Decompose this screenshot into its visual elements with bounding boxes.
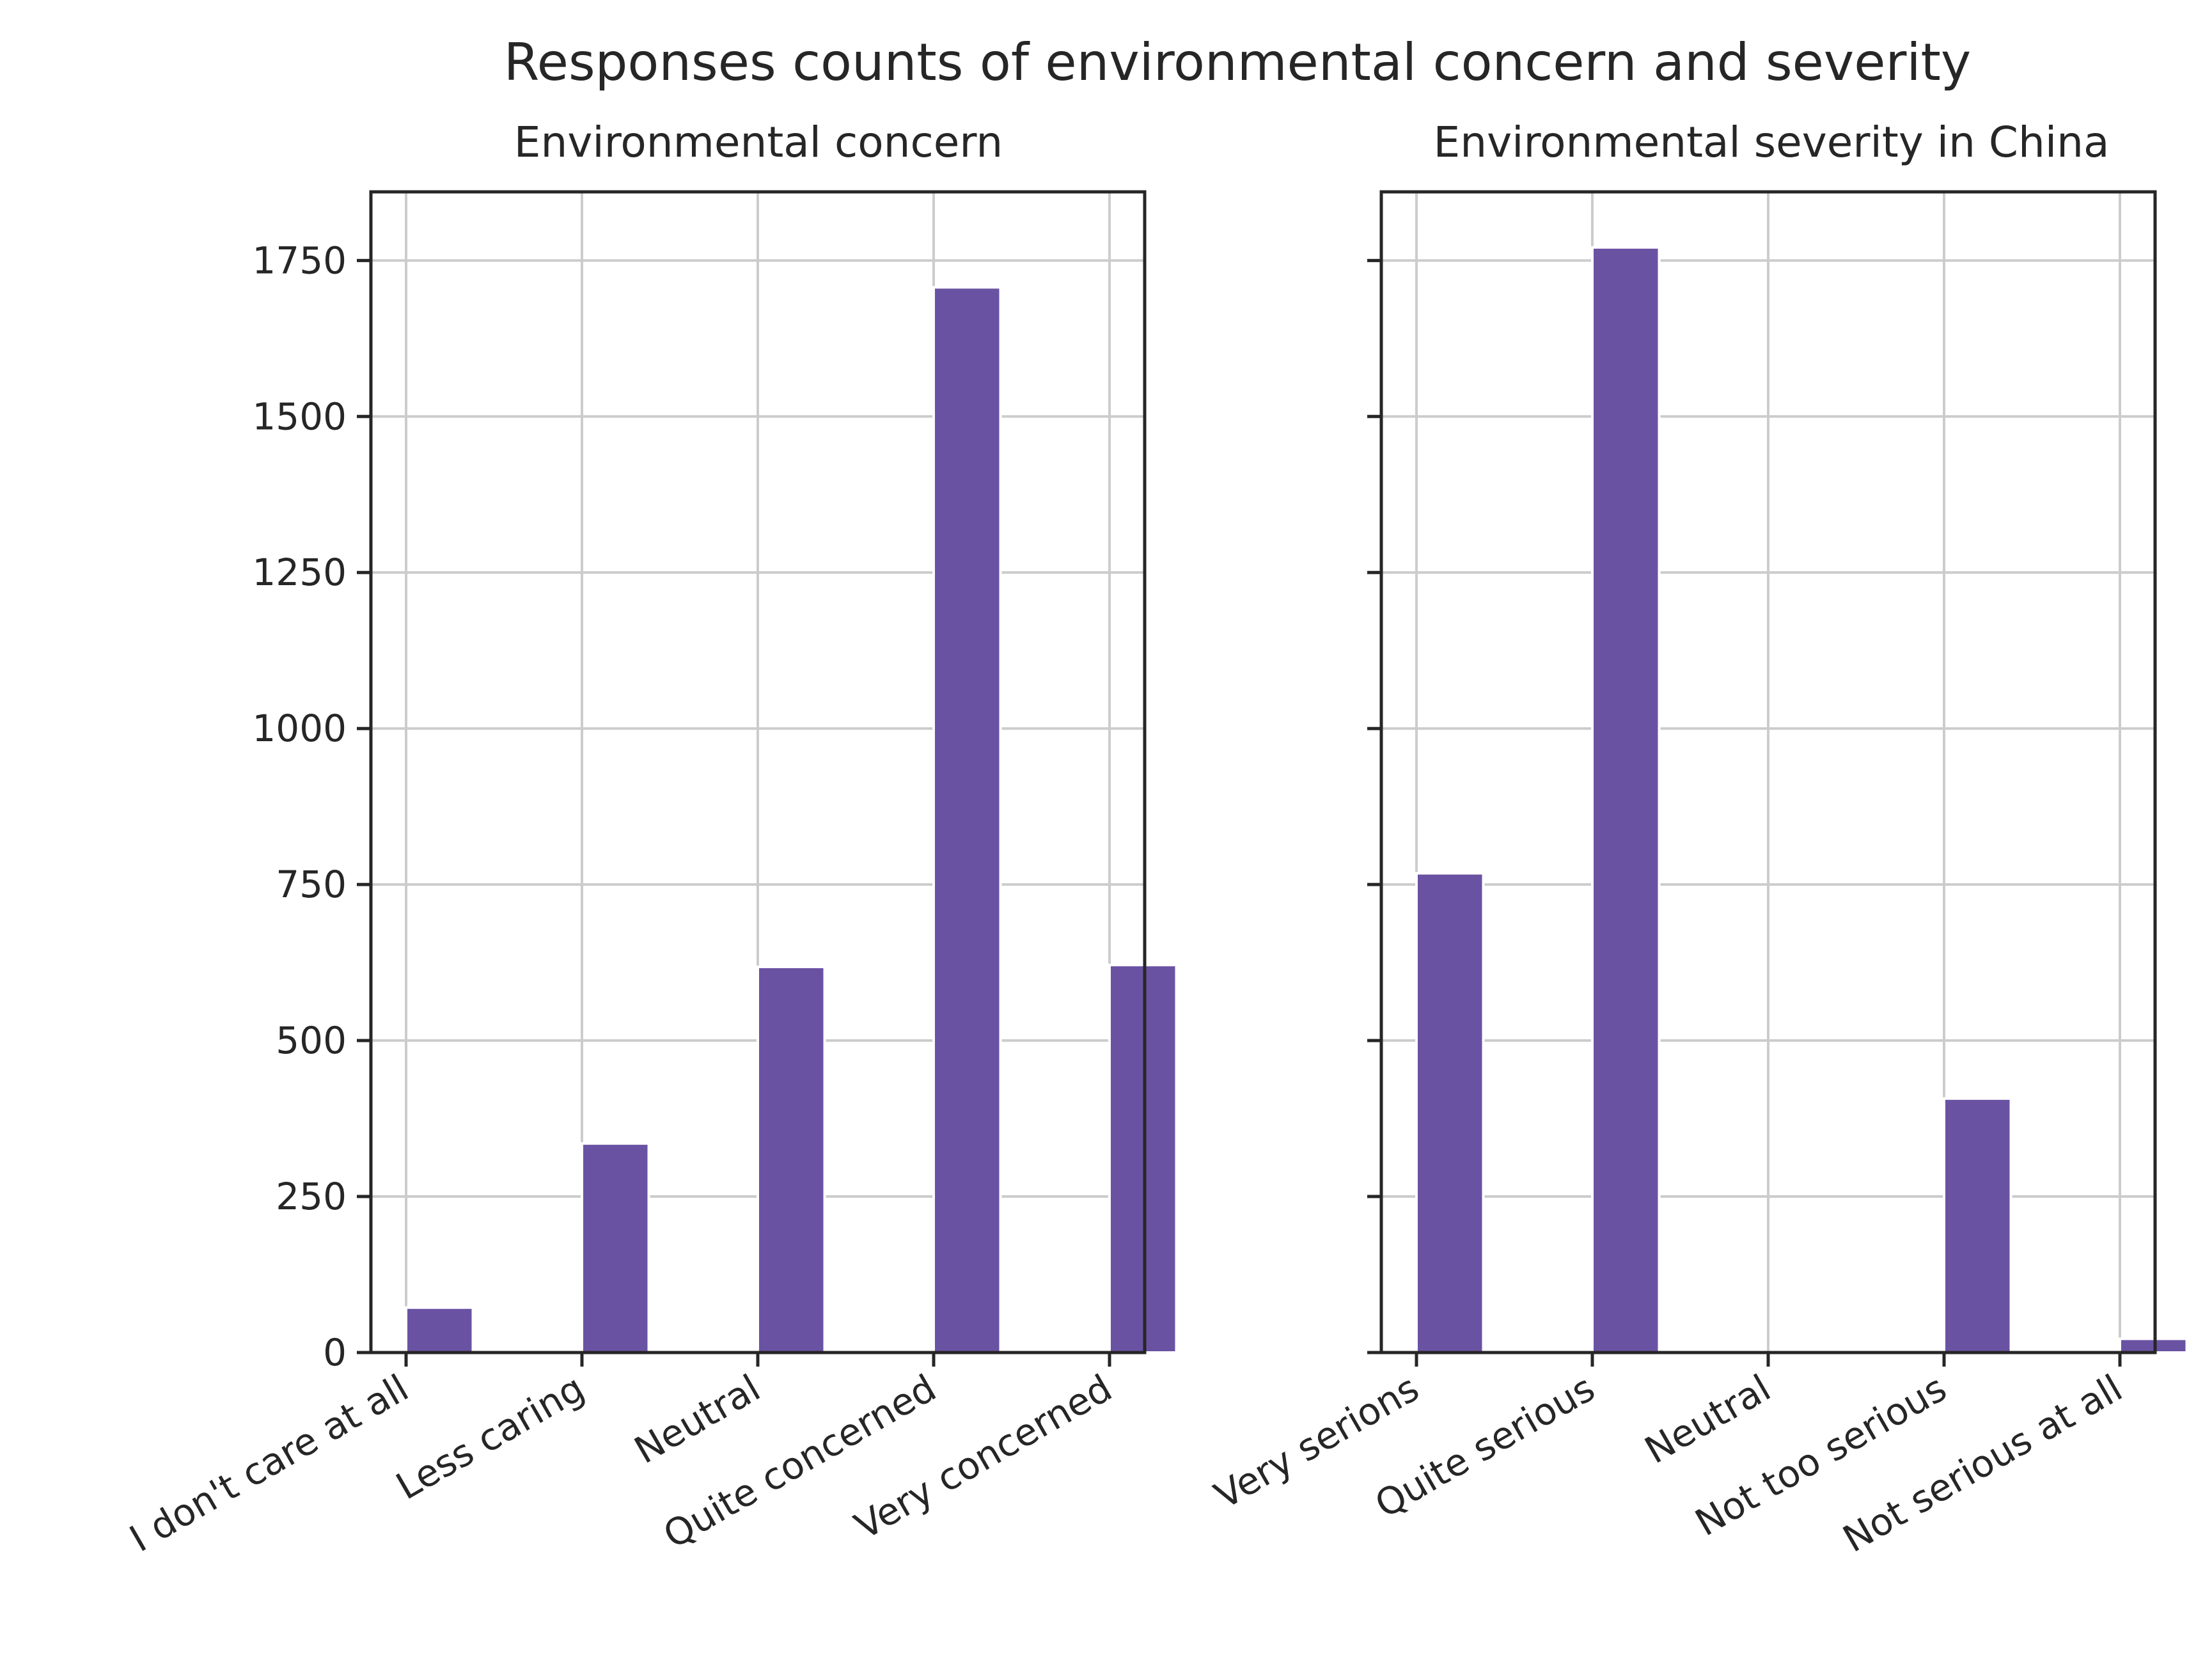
bar-not-serious-at-all xyxy=(1943,1097,2012,1354)
y-tick-label: 1750 xyxy=(252,239,347,282)
bar-very-concerned xyxy=(1108,964,1178,1354)
y-tick-label: 750 xyxy=(276,863,347,906)
bar-very-serions xyxy=(1415,872,1485,1354)
y-tick-label: 0 xyxy=(323,1331,347,1374)
bar-quite-serious xyxy=(1591,246,1661,1354)
panel-title-environmental-severity: Environmental severity in China xyxy=(1434,118,2110,167)
y-tick-label: 1500 xyxy=(252,395,347,438)
y-tick-label: 1000 xyxy=(252,707,347,750)
y-tick-label: 250 xyxy=(276,1175,347,1218)
y-tick-label: 500 xyxy=(276,1019,347,1062)
bar-i-don-t-care-at-all xyxy=(405,1306,475,1354)
bar-neutral xyxy=(757,965,826,1354)
bar-not-serious-at-all xyxy=(2119,1337,2188,1354)
panel-title-environmental-concern: Environmental concern xyxy=(514,118,1003,167)
y-tick-label: 1250 xyxy=(252,551,347,594)
chart-title: Responses counts of environmental concer… xyxy=(504,33,1972,92)
bar-less-caring xyxy=(581,1142,650,1354)
bar-quite-concerned xyxy=(932,286,1002,1354)
